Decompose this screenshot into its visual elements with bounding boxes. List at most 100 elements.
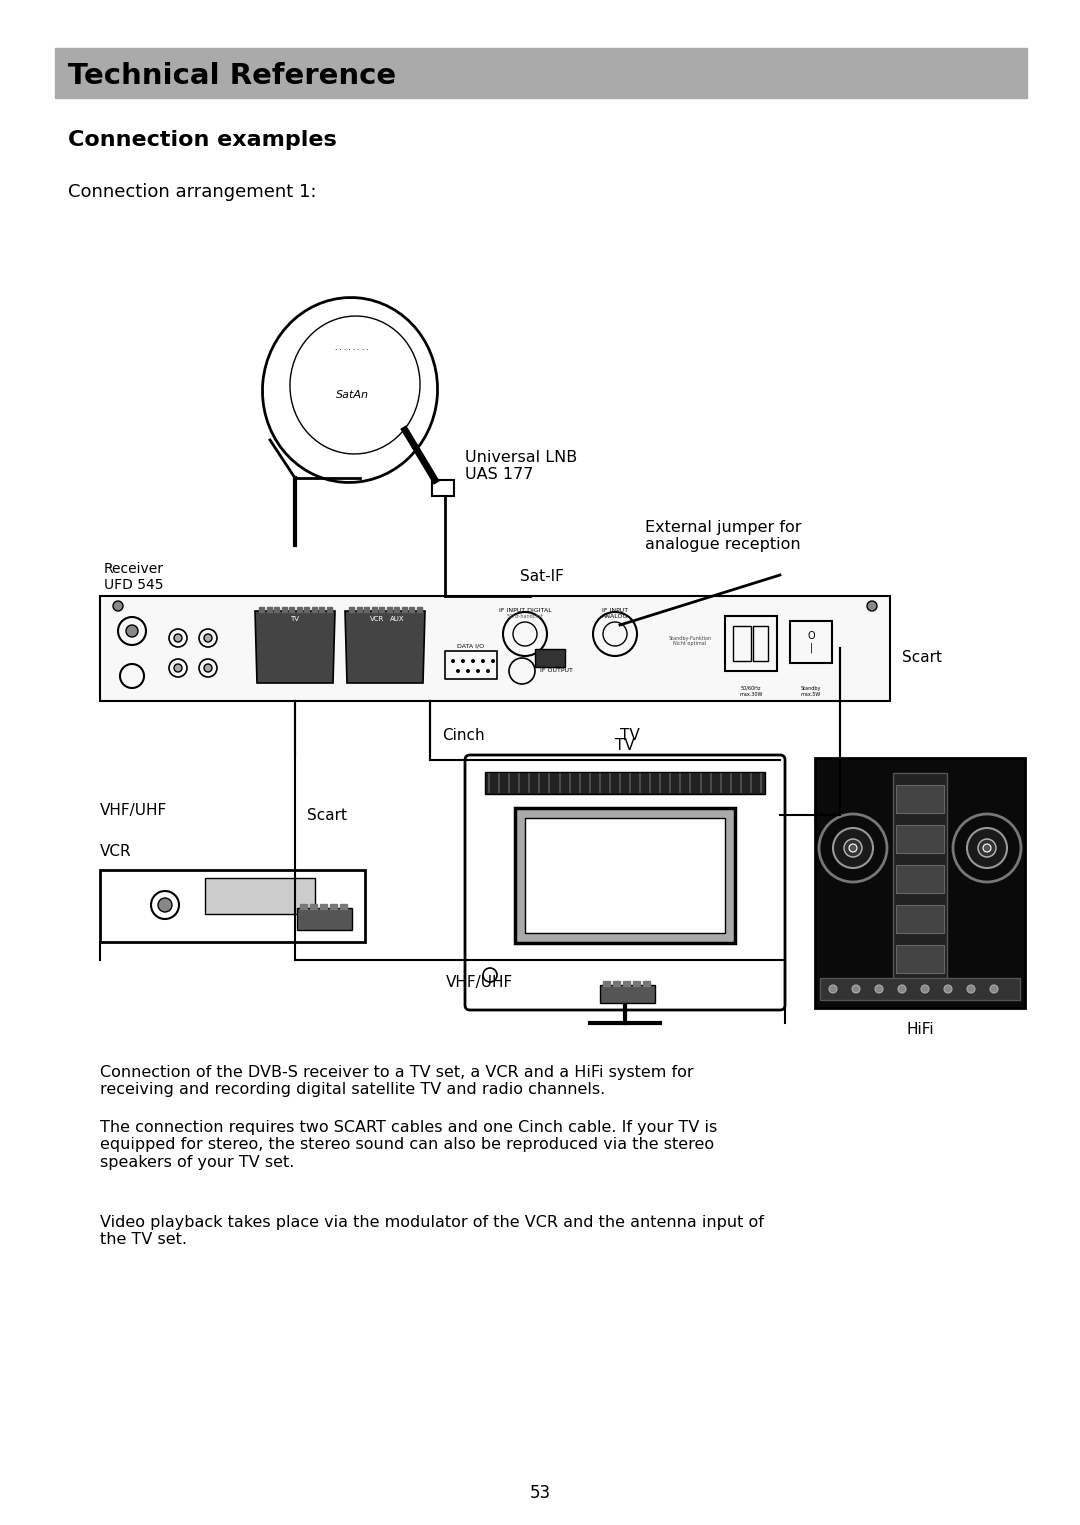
- Bar: [896, 825, 944, 852]
- Bar: [394, 607, 399, 612]
- Circle shape: [843, 839, 862, 857]
- FancyBboxPatch shape: [465, 755, 785, 1010]
- Bar: [815, 758, 1025, 1008]
- Text: Receiver
UFD 545: Receiver UFD 545: [104, 561, 164, 592]
- Bar: [820, 978, 1020, 1000]
- Circle shape: [174, 663, 183, 673]
- Bar: [733, 625, 751, 660]
- Text: VHF/UHF: VHF/UHF: [100, 804, 167, 819]
- Bar: [297, 607, 301, 612]
- Text: Technical Reference: Technical Reference: [68, 63, 396, 90]
- Circle shape: [944, 985, 951, 993]
- Circle shape: [833, 828, 873, 868]
- Bar: [896, 904, 944, 933]
- Circle shape: [978, 839, 996, 857]
- Bar: [289, 607, 294, 612]
- Bar: [643, 981, 650, 987]
- Bar: [603, 981, 610, 987]
- Text: 53: 53: [529, 1484, 551, 1502]
- Text: Connection arrangement 1:: Connection arrangement 1:: [68, 183, 316, 201]
- Text: Cinch: Cinch: [442, 729, 485, 744]
- Bar: [409, 607, 414, 612]
- Circle shape: [158, 898, 172, 912]
- Circle shape: [875, 985, 883, 993]
- Bar: [267, 607, 271, 612]
- Circle shape: [465, 669, 470, 673]
- Circle shape: [471, 659, 475, 663]
- Text: VCR: VCR: [370, 616, 384, 622]
- Circle shape: [451, 659, 455, 663]
- Text: Scart: Scart: [307, 808, 347, 824]
- Text: TV: TV: [291, 616, 299, 622]
- Circle shape: [486, 669, 490, 673]
- Circle shape: [481, 659, 485, 663]
- Bar: [297, 907, 352, 930]
- Bar: [330, 904, 337, 909]
- Text: O
|: O |: [807, 631, 814, 653]
- Text: Scart: Scart: [902, 651, 942, 665]
- Bar: [402, 607, 406, 612]
- Bar: [896, 865, 944, 894]
- Bar: [387, 607, 391, 612]
- Circle shape: [967, 828, 1007, 868]
- Bar: [340, 904, 347, 909]
- Bar: [789, 621, 832, 663]
- Circle shape: [983, 843, 991, 852]
- Text: VCR: VCR: [100, 845, 132, 860]
- Bar: [896, 785, 944, 813]
- Bar: [372, 607, 377, 612]
- Bar: [364, 607, 369, 612]
- Circle shape: [990, 985, 998, 993]
- Text: IF OUTPUT: IF OUTPUT: [540, 668, 572, 674]
- Bar: [725, 616, 777, 671]
- Circle shape: [204, 663, 212, 673]
- Circle shape: [456, 669, 460, 673]
- Bar: [205, 878, 315, 913]
- Bar: [310, 904, 318, 909]
- Bar: [535, 650, 565, 666]
- Text: IF INPUT DIGITAL: IF INPUT DIGITAL: [499, 608, 552, 613]
- Bar: [432, 480, 454, 496]
- Polygon shape: [255, 612, 335, 683]
- Bar: [753, 625, 768, 660]
- Circle shape: [921, 985, 929, 993]
- Bar: [445, 651, 497, 679]
- Bar: [633, 981, 640, 987]
- Text: Sat-IF: Sat-IF: [519, 569, 564, 584]
- Circle shape: [461, 659, 465, 663]
- Bar: [379, 607, 384, 612]
- Circle shape: [491, 659, 495, 663]
- Polygon shape: [345, 612, 426, 683]
- Bar: [100, 869, 365, 942]
- Text: SatAn: SatAn: [336, 390, 368, 400]
- Text: The connection requires two SCART cables and one Cinch cable. If your TV is
equi: The connection requires two SCART cables…: [100, 1119, 717, 1170]
- Text: Universal LNB
UAS 177: Universal LNB UAS 177: [465, 450, 577, 482]
- Bar: [274, 607, 279, 612]
- Text: Standby
max.5W: Standby max.5W: [800, 686, 821, 697]
- Bar: [613, 981, 620, 987]
- Circle shape: [852, 985, 860, 993]
- Bar: [349, 607, 354, 612]
- Text: AUX: AUX: [390, 616, 405, 622]
- Text: HiFi: HiFi: [906, 1022, 934, 1037]
- Circle shape: [849, 843, 858, 852]
- Bar: [311, 607, 316, 612]
- Bar: [259, 607, 264, 612]
- Bar: [100, 596, 890, 702]
- Text: 50Hz-handchst: 50Hz-handchst: [507, 615, 543, 619]
- Circle shape: [113, 601, 123, 612]
- Bar: [303, 607, 309, 612]
- Bar: [515, 808, 735, 942]
- Circle shape: [867, 601, 877, 612]
- Bar: [896, 946, 944, 973]
- Bar: [893, 773, 947, 993]
- Text: Video playback takes place via the modulator of the VCR and the antenna input of: Video playback takes place via the modul…: [100, 1215, 764, 1247]
- Text: IF INPUT
ANALOG: IF INPUT ANALOG: [602, 608, 629, 619]
- Text: VHF/UHF: VHF/UHF: [446, 974, 514, 990]
- Circle shape: [476, 669, 480, 673]
- Bar: [356, 607, 362, 612]
- Bar: [600, 985, 654, 1003]
- Bar: [417, 607, 421, 612]
- Text: · · · · · · · ·: · · · · · · · ·: [335, 348, 369, 352]
- Text: Standby-Funktion
Nicht optimal: Standby-Funktion Nicht optimal: [669, 636, 712, 653]
